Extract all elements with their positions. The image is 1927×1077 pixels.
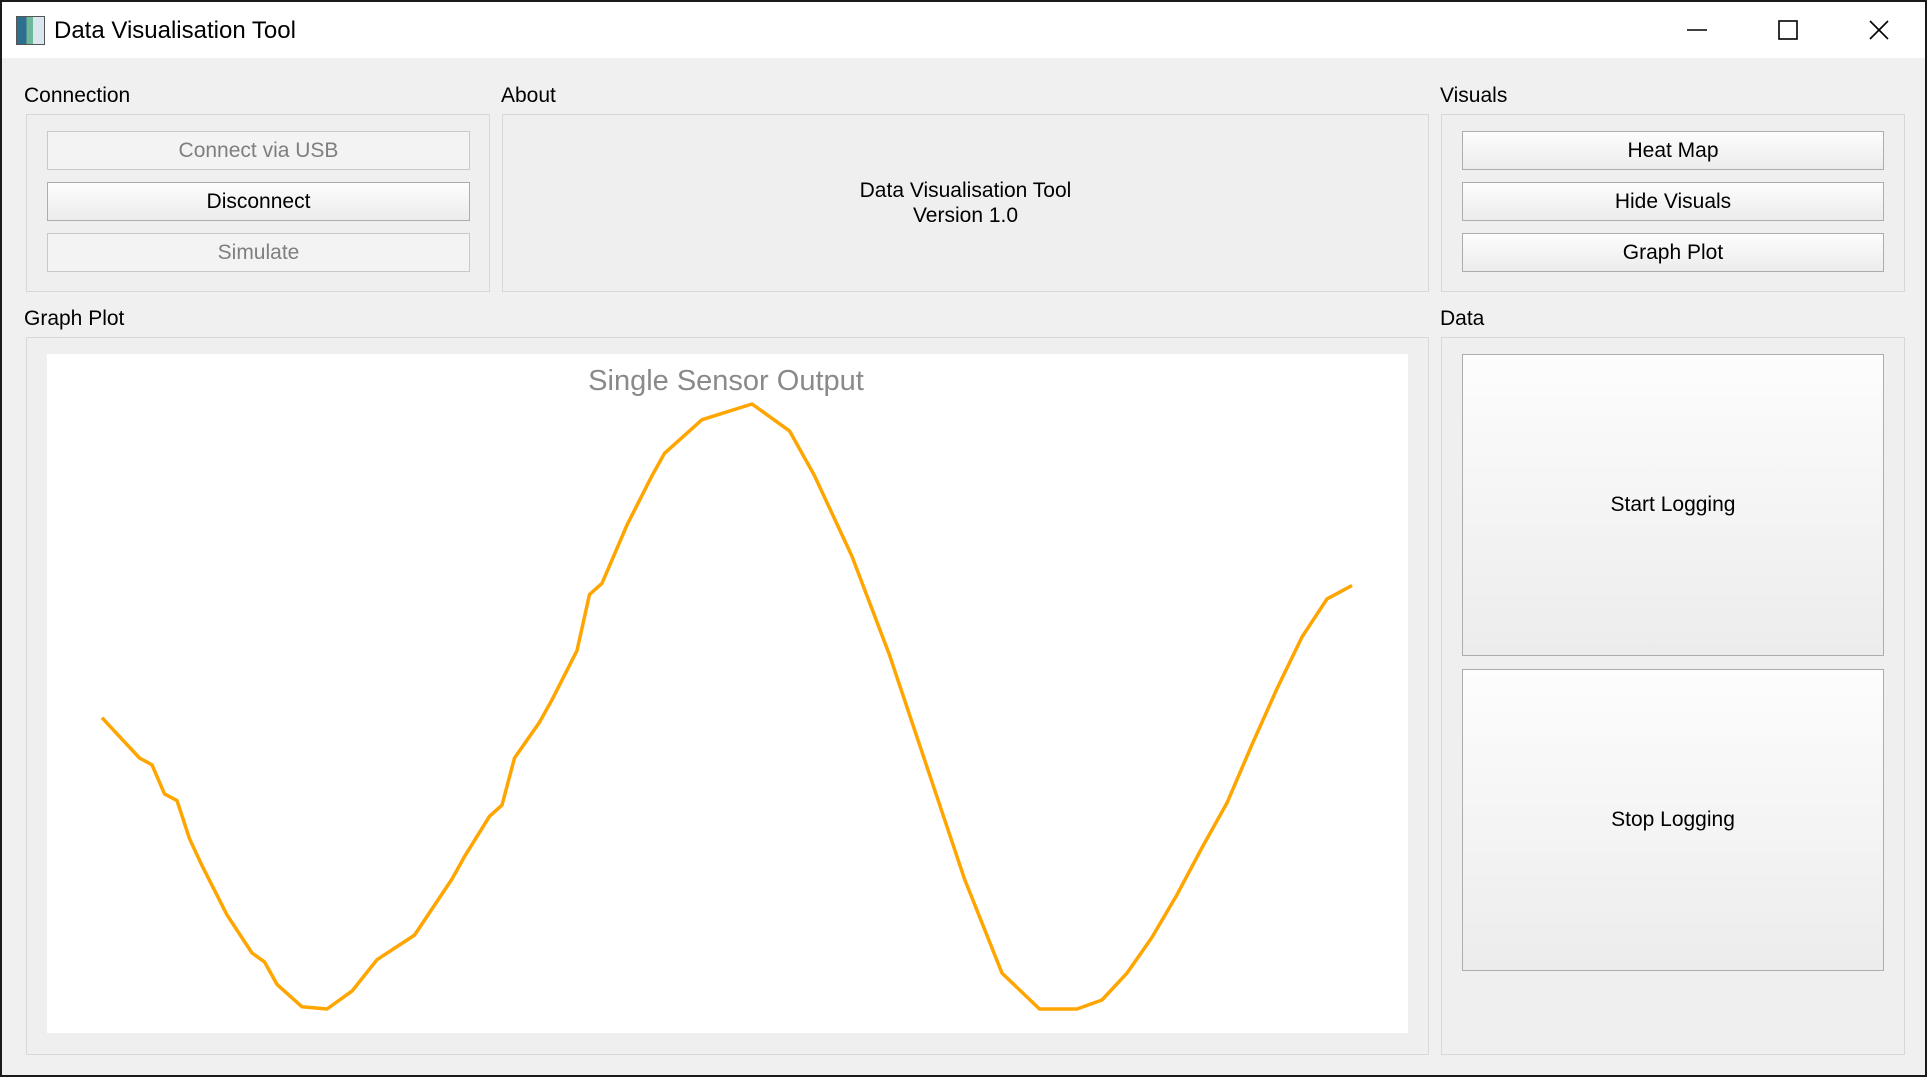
simulate-button[interactable]: Simulate: [47, 233, 470, 272]
graph-group-label: Graph Plot: [24, 307, 125, 330]
hide-visuals-button[interactable]: Hide Visuals: [1462, 182, 1884, 221]
about-group: Data Visualisation Tool Version 1.0: [502, 114, 1429, 292]
app-icon: [16, 16, 45, 45]
line-chart: Single Sensor Output: [100, 365, 1353, 1011]
maximize-button[interactable]: [1742, 2, 1834, 58]
connection-group: Connect via USB Disconnect Simulate: [26, 114, 490, 292]
stop-logging-button[interactable]: Stop Logging: [1462, 669, 1884, 971]
close-icon: [1869, 20, 1889, 40]
disconnect-button[interactable]: Disconnect: [47, 182, 470, 221]
minimize-button[interactable]: [1651, 2, 1743, 58]
heat-map-button[interactable]: Heat Map: [1462, 131, 1884, 170]
close-button[interactable]: [1833, 2, 1925, 58]
series-line: [100, 402, 1353, 1011]
title-bar[interactable]: Data Visualisation Tool: [2, 2, 1925, 58]
chart-title: Single Sensor Output: [588, 365, 864, 397]
graph-plot-button[interactable]: Graph Plot: [1462, 233, 1884, 272]
about-text: Data Visualisation Tool Version 1.0: [503, 115, 1428, 291]
connection-group-label: Connection: [24, 84, 131, 107]
maximize-icon: [1778, 20, 1798, 40]
connect-usb-button[interactable]: Connect via USB: [47, 131, 470, 170]
about-version: Version 1.0: [912, 204, 1019, 227]
plot-area: Single Sensor Output: [47, 354, 1408, 1033]
data-group: Start Logging Stop Logging: [1441, 337, 1905, 1055]
window-title: Data Visualisation Tool: [54, 17, 296, 44]
visuals-group: Heat Map Hide Visuals Graph Plot: [1441, 114, 1905, 292]
about-app-name: Data Visualisation Tool: [859, 179, 1072, 202]
visuals-group-label: Visuals: [1440, 84, 1508, 107]
start-logging-button[interactable]: Start Logging: [1462, 354, 1884, 656]
about-group-label: About: [501, 84, 556, 107]
data-group-label: Data: [1440, 307, 1485, 330]
minimize-icon: [1687, 29, 1707, 31]
